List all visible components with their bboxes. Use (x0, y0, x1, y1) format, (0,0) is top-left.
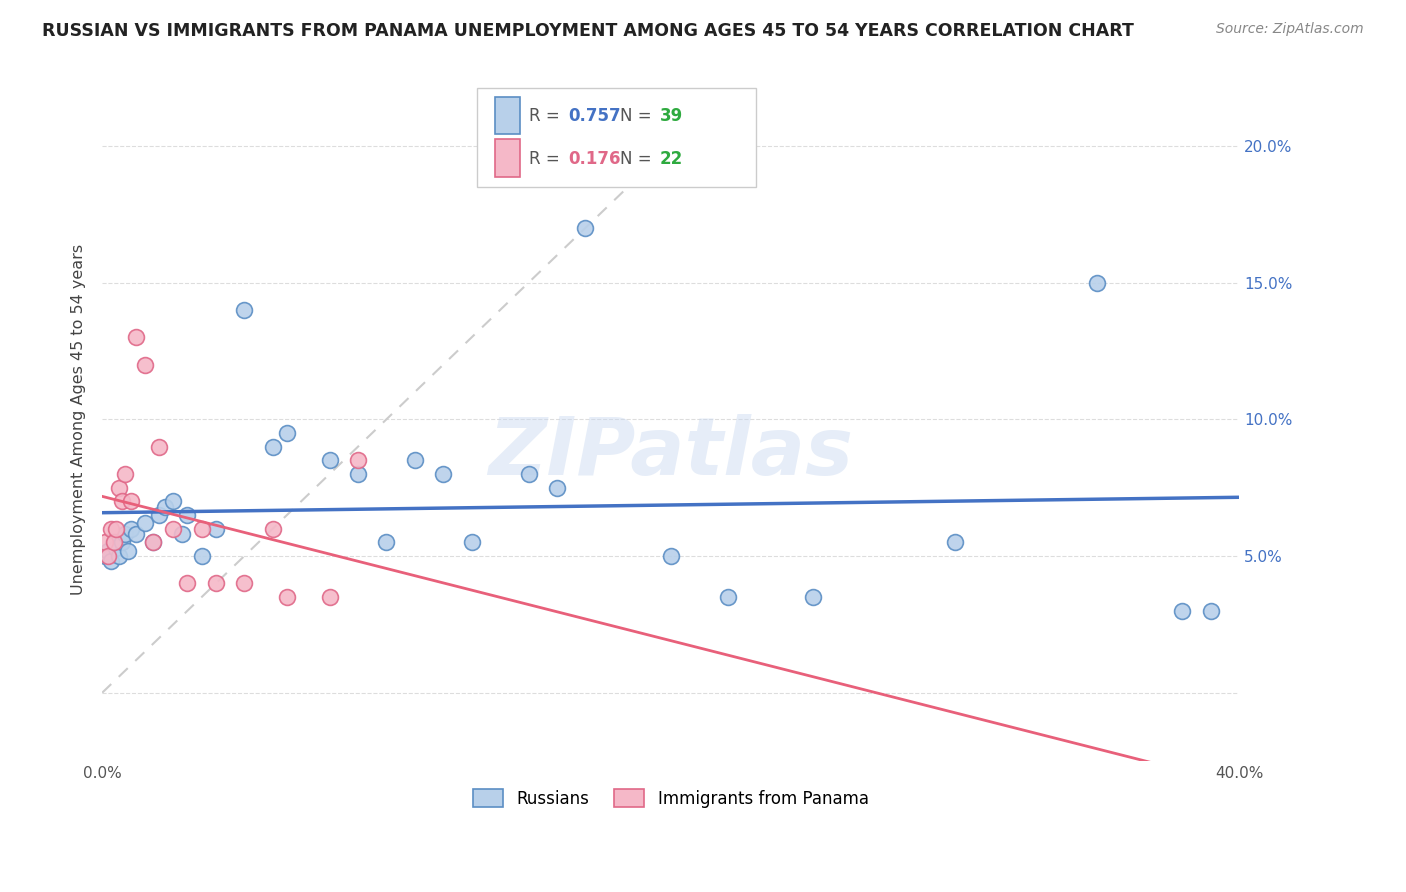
FancyBboxPatch shape (478, 87, 756, 186)
Point (176, 576, 198, 591)
Text: RUSSIAN VS IMMIGRANTS FROM PANAMA UNEMPLOYMENT AMONG AGES 45 TO 54 YEARS CORRELA: RUSSIAN VS IMMIGRANTS FROM PANAMA UNEMPL… (42, 22, 1135, 40)
Point (347, 453, 370, 467)
Point (134, 516, 156, 531)
Point (432, 467, 454, 481)
Point (148, 440, 170, 454)
Point (801, 590, 824, 604)
Text: Source: ZipAtlas.com: Source: ZipAtlas.com (1216, 22, 1364, 37)
Point (170, 527, 193, 541)
Point (111, 494, 134, 508)
Point (100, 522, 122, 536)
Text: 0.757: 0.757 (568, 107, 621, 126)
Point (1199, 604, 1222, 618)
Point (142, 535, 165, 549)
Point (97, 549, 120, 563)
Point (162, 494, 184, 508)
Point (943, 535, 966, 549)
Text: N =: N = (620, 150, 657, 168)
Point (347, 467, 370, 481)
Point (276, 590, 298, 604)
Point (111, 535, 134, 549)
Point (114, 527, 136, 541)
Point (717, 590, 740, 604)
Point (97, 543, 120, 558)
Point (162, 522, 184, 536)
Point (105, 541, 128, 555)
Text: R =: R = (529, 150, 569, 168)
Point (120, 494, 142, 508)
Text: 0.176: 0.176 (568, 150, 621, 168)
Point (94, 535, 117, 549)
Point (233, 576, 256, 591)
Point (375, 535, 398, 549)
Point (120, 522, 142, 536)
Point (117, 543, 139, 558)
Text: ZIPatlas: ZIPatlas (488, 415, 853, 492)
Point (318, 453, 340, 467)
Legend: Russians, Immigrants from Panama: Russians, Immigrants from Panama (467, 783, 875, 814)
Point (190, 522, 212, 536)
Point (233, 302, 256, 317)
Point (108, 481, 131, 495)
Text: R =: R = (529, 107, 565, 126)
Text: N =: N = (620, 107, 657, 126)
Point (148, 508, 170, 522)
Point (276, 425, 298, 440)
Point (574, 220, 596, 235)
FancyBboxPatch shape (495, 139, 520, 177)
Point (176, 508, 198, 522)
Point (105, 522, 128, 536)
Point (546, 481, 568, 495)
Point (461, 535, 484, 549)
Text: 22: 22 (659, 150, 683, 168)
Point (153, 500, 176, 514)
Point (142, 535, 165, 549)
Point (125, 527, 148, 541)
Y-axis label: Unemployment Among Ages 45 to 54 years: Unemployment Among Ages 45 to 54 years (72, 244, 86, 595)
Text: 39: 39 (659, 107, 683, 126)
Point (517, 467, 540, 481)
Point (190, 549, 212, 563)
FancyBboxPatch shape (495, 96, 520, 134)
Point (659, 549, 682, 563)
Point (318, 590, 340, 604)
Point (262, 440, 284, 454)
Point (205, 522, 228, 536)
Point (404, 453, 426, 467)
Point (1085, 276, 1108, 290)
Point (262, 522, 284, 536)
Point (1171, 604, 1194, 618)
Point (103, 535, 125, 549)
Point (205, 576, 228, 591)
Point (125, 330, 148, 344)
Point (100, 554, 122, 568)
Point (134, 358, 156, 372)
Point (103, 535, 125, 549)
Point (108, 549, 131, 563)
Point (114, 467, 136, 481)
Point (94, 549, 117, 563)
